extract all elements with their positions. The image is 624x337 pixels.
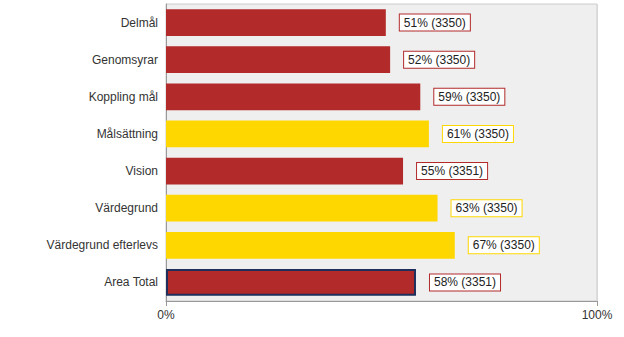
svg-text:61% (3350): 61% (3350) — [447, 127, 509, 141]
svg-text:Vision: Vision — [126, 164, 158, 178]
svg-text:52% (3350): 52% (3350) — [408, 53, 470, 67]
svg-text:0%: 0% — [157, 308, 175, 322]
svg-text:58% (3351): 58% (3351) — [434, 275, 496, 289]
svg-text:Målsättning: Målsättning — [97, 127, 158, 141]
svg-text:Genomsyrar: Genomsyrar — [92, 53, 158, 67]
svg-text:59% (3350): 59% (3350) — [438, 90, 500, 104]
svg-text:Koppling mål: Koppling mål — [89, 90, 158, 104]
svg-text:100%: 100% — [582, 308, 613, 322]
svg-text:67% (3350): 67% (3350) — [473, 238, 535, 252]
svg-text:51% (3350): 51% (3350) — [404, 16, 466, 30]
svg-text:Värdegrund efterlevs: Värdegrund efterlevs — [47, 238, 158, 252]
svg-text:63% (3350): 63% (3350) — [456, 201, 518, 215]
svg-text:Area Total: Area Total — [104, 275, 158, 289]
svg-text:Värdegrund: Värdegrund — [95, 201, 158, 215]
svg-text:55% (3351): 55% (3351) — [421, 164, 483, 178]
svg-text:Delmål: Delmål — [121, 16, 158, 30]
